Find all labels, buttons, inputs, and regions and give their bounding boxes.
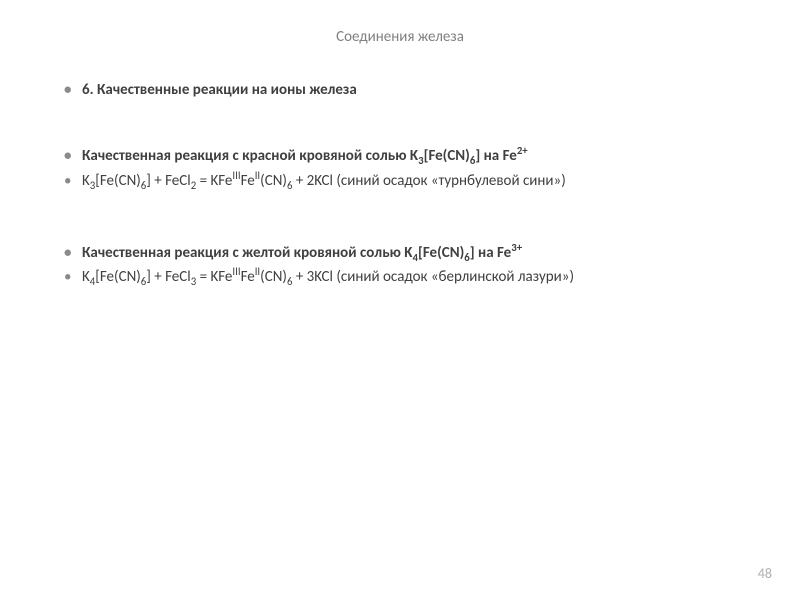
- section-heading: 6. Качественные реакции на ионы железа: [60, 80, 740, 100]
- block1-equation: K3[Fe(CN)6] + FeCl2 = KFeIIIFeII(CN)6 + …: [60, 171, 740, 191]
- page-number: 48: [758, 565, 772, 582]
- text: [Fe(CN): [95, 172, 141, 190]
- text: (CN): [260, 268, 287, 286]
- text: ] на Fe: [470, 244, 511, 262]
- slide: Соединения железа 6. Качественные реакци…: [0, 0, 800, 600]
- text: [Fe(CN): [418, 244, 464, 262]
- text: (CN): [260, 172, 287, 190]
- text: ] на Fe: [475, 147, 516, 165]
- text: + 3KCl (синий осадок «берлинской лазури»…: [292, 268, 574, 286]
- block2-title: Качественная реакция с желтой кровяной с…: [60, 243, 740, 263]
- text: Качественная реакция с желтой кровяной с…: [82, 244, 413, 262]
- text: [Fe(CN): [424, 147, 470, 165]
- superscript: 3+: [511, 241, 522, 254]
- text: Fe: [241, 268, 255, 286]
- superscript: III: [232, 265, 240, 278]
- text: + 2KCl (синий осадок «турнбулевой сини»): [292, 172, 565, 190]
- superscript: III: [232, 169, 240, 182]
- text: ] + FeCl: [146, 172, 190, 190]
- block1-title: Качественная реакция с красной кровяной …: [60, 146, 740, 166]
- slide-title: Соединения железа: [0, 28, 800, 46]
- text: ] + FeCl: [146, 268, 190, 286]
- text: = KFe: [196, 172, 232, 190]
- slide-content: 6. Качественные реакции на ионы железа К…: [60, 80, 740, 287]
- bullet-list: 6. Качественные реакции на ионы железа К…: [60, 80, 740, 287]
- text: Качественная реакция с красной кровяной …: [82, 147, 418, 165]
- superscript: 2+: [517, 144, 528, 157]
- text: K: [82, 268, 90, 286]
- text: = KFe: [196, 268, 232, 286]
- text: K: [82, 172, 90, 190]
- text: [Fe(CN): [95, 268, 141, 286]
- block2-equation: K4[Fe(CN)6] + FeCl3 = KFeIIIFeII(CN)6 + …: [60, 267, 740, 287]
- text: Fe: [241, 172, 255, 190]
